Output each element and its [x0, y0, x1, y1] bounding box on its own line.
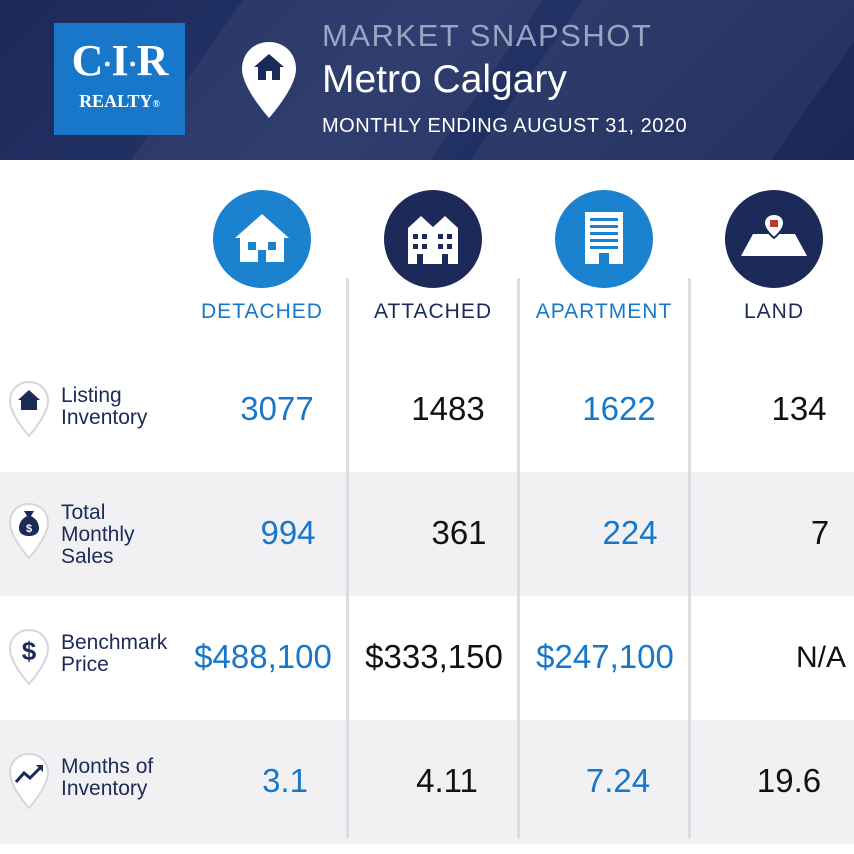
row-label-listing-inventory: Listing Inventory: [61, 384, 148, 429]
value-cell: 994: [260, 514, 316, 551]
attached-house-icon: [384, 190, 482, 288]
row-label-benchmark-price: Benchmark Price: [61, 631, 168, 676]
period-label: MONTHLY ENDING AUGUST 31, 2020: [322, 115, 688, 137]
value-cell: 7: [810, 514, 830, 551]
svg-text:$: $: [26, 523, 32, 535]
svg-text:$: $: [22, 636, 37, 666]
column-divider: [346, 278, 349, 838]
value-cell: N/A: [795, 641, 846, 674]
value-cell: 3077: [240, 390, 314, 427]
column-divider: [688, 278, 691, 838]
value-cell: 361: [431, 514, 487, 551]
category-detached-label: DETACHED: [201, 300, 323, 323]
value-cell: 1622: [582, 390, 656, 427]
house-location-pin-icon: [242, 42, 296, 118]
apartment-building-icon: [555, 190, 653, 288]
snapshot-kicker: MARKET SNAPSHOT: [322, 18, 653, 53]
value-cell: $247,100: [536, 638, 674, 675]
value-cell: 224: [602, 514, 658, 551]
category-attached-label: ATTACHED: [373, 300, 493, 323]
land-plot-icon: [725, 190, 823, 288]
value-cell: 7.24: [585, 762, 651, 799]
column-divider: [517, 278, 520, 838]
value-cell: 3.1: [262, 762, 308, 799]
header-banner: C·I·R REALTY® MARKET SNAPSHOT Metro Calg…: [0, 0, 854, 160]
row-band-months: [0, 720, 854, 844]
category-land-label: LAND: [743, 300, 805, 323]
value-cell: 1483: [411, 390, 485, 427]
value-cell: $488,100: [194, 638, 332, 675]
dollar-pin-icon: $: [8, 628, 50, 686]
value-cell: 134: [771, 390, 827, 427]
row-band-sales: [0, 472, 854, 596]
cir-realty-logo: C·I·R REALTY®: [54, 23, 185, 135]
house-pin-icon: [8, 380, 50, 438]
trend-pin-icon: [8, 752, 50, 810]
region-title: Metro Calgary: [322, 58, 567, 101]
detached-house-icon: [213, 190, 311, 288]
value-cell: 4.11: [416, 762, 478, 799]
row-label-total-monthly-sales: Total Monthly Sales: [61, 501, 135, 568]
money-bag-pin-icon: $: [8, 502, 50, 560]
row-label-months-of-inventory: Months of Inventory: [61, 755, 154, 800]
value-cell: 19.6: [756, 762, 822, 799]
value-cell: $333,150: [365, 638, 503, 675]
category-apartment-label: APARTMENT: [535, 300, 673, 323]
